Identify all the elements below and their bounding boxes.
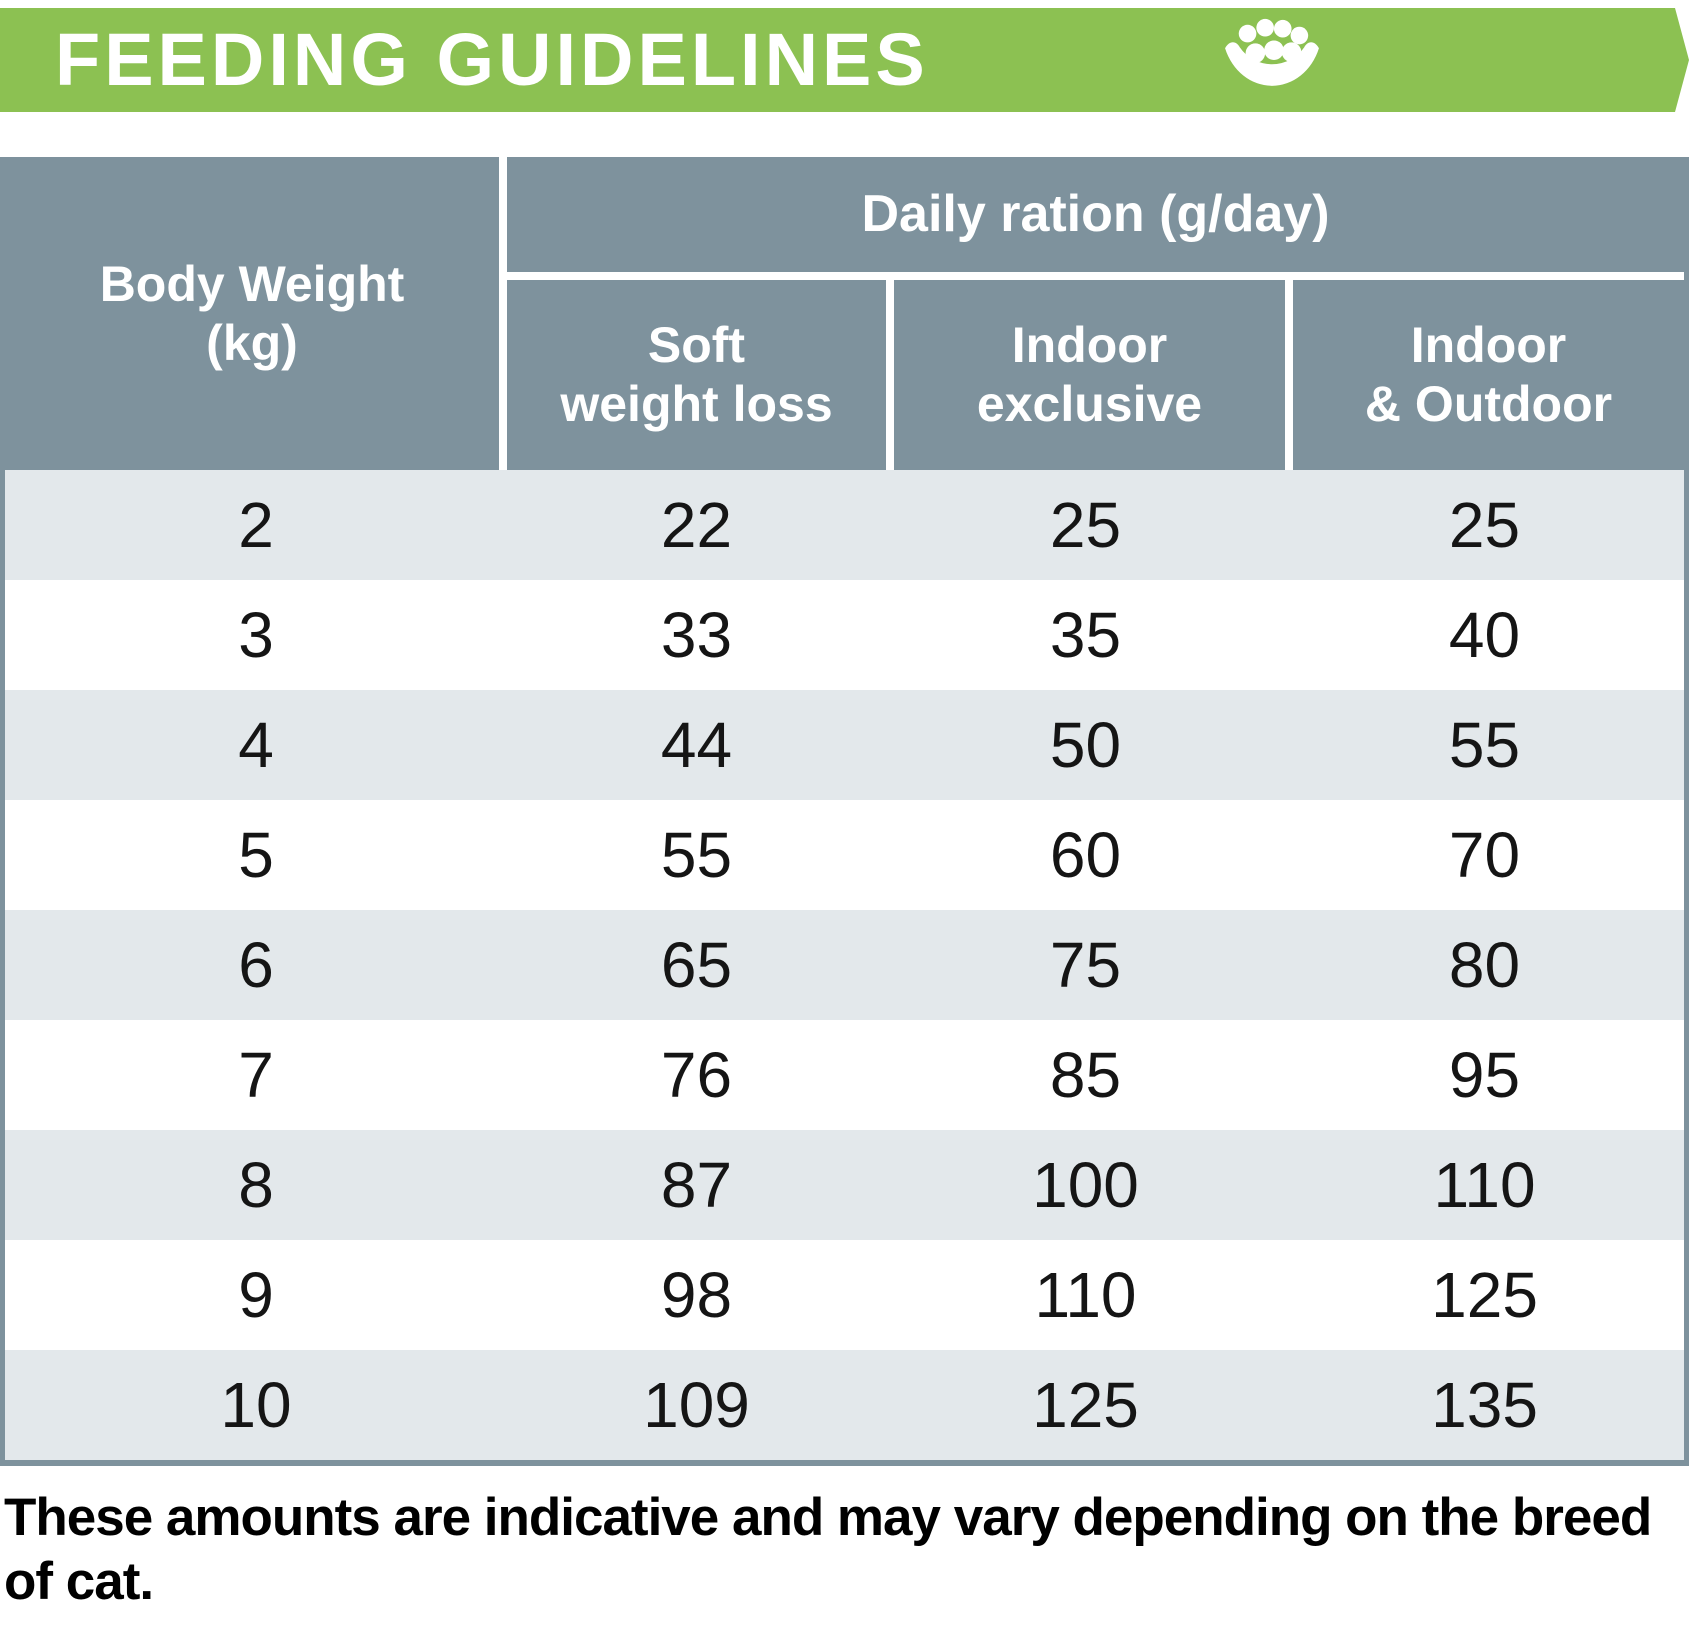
- table-cell: 40: [1285, 580, 1685, 690]
- col-header-line: Indoor: [1410, 317, 1567, 373]
- table-cell: 60: [886, 800, 1285, 910]
- table-cell: 109: [507, 1350, 886, 1460]
- table-cell: 87: [507, 1130, 886, 1240]
- table-cell: 25: [1285, 470, 1685, 580]
- feeding-table: Body Weight (kg) Daily ration (g/day) So…: [0, 157, 1690, 1466]
- table-cell: 80: [1285, 910, 1685, 1020]
- table-cell: 35: [886, 580, 1285, 690]
- table-row: 2 22 25 25: [5, 470, 1685, 580]
- table-row: 6 65 75 80: [5, 910, 1685, 1020]
- table-cell: 110: [1285, 1130, 1685, 1240]
- table-cell: 55: [1285, 690, 1685, 800]
- col-header-line: Soft: [647, 317, 746, 373]
- table-cell: 33: [507, 580, 886, 690]
- table-cell: 50: [886, 690, 1285, 800]
- col-header-line: Body Weight: [99, 255, 405, 312]
- table-cell: 22: [507, 470, 886, 580]
- col-header-line: Indoor: [1011, 317, 1168, 373]
- table-row: 3 33 35 40: [5, 580, 1685, 690]
- table-cell: 100: [886, 1130, 1285, 1240]
- table-cell: 5: [5, 800, 507, 910]
- feeding-table-head: Body Weight (kg) Daily ration (g/day) So…: [5, 157, 1685, 470]
- table-cell: 3: [5, 580, 507, 690]
- table-row: 4 44 50 55: [5, 690, 1685, 800]
- feeding-table-body: 2 22 25 25 3 33 35 40 4 44 50 55 5 55 60 70 6 65 75 80 7 76 85…: [5, 470, 1685, 1460]
- col-header-soft-weight-loss: Soft weight loss: [507, 280, 886, 470]
- table-cell: 65: [507, 910, 886, 1020]
- col-header-line: exclusive: [976, 376, 1203, 432]
- table-cell: 125: [1285, 1240, 1685, 1350]
- col-header-line: & Outdoor: [1364, 376, 1613, 432]
- table-cell: 8: [5, 1130, 507, 1240]
- table-cell: 85: [886, 1020, 1285, 1130]
- table-row: 5 55 60 70: [5, 800, 1685, 910]
- header-row-sub: Soft weight loss Indoor exclusive Indoor…: [5, 280, 1685, 470]
- table-cell: 44: [507, 690, 886, 800]
- col-header-indoor-outdoor: Indoor & Outdoor: [1285, 280, 1685, 470]
- col-header-body-weight: Body Weight (kg): [5, 157, 507, 470]
- table-cell: 10: [5, 1350, 507, 1460]
- page-title: FEEDING GUIDELINES: [55, 18, 929, 101]
- table-row: 10 109 125 135: [5, 1350, 1685, 1460]
- footnote: These amounts are indicative and may var…: [4, 1488, 1652, 1611]
- table-cell: 6: [5, 910, 507, 1020]
- table-cell: 95: [1285, 1020, 1685, 1130]
- table-cell: 75: [886, 910, 1285, 1020]
- col-header-indoor-exclusive: Indoor exclusive: [886, 280, 1285, 470]
- table-row: 8 87 100 110: [5, 1130, 1685, 1240]
- table-cell: 76: [507, 1020, 886, 1130]
- feeding-guidelines-banner: FEEDING GUIDELINES: [0, 8, 1689, 112]
- col-header-line: (kg): [206, 314, 298, 371]
- table-cell: 7: [5, 1020, 507, 1130]
- kibble-bowl-icon: [1212, 16, 1332, 104]
- table-cell: 135: [1285, 1350, 1685, 1460]
- table-cell: 70: [1285, 800, 1685, 910]
- table-cell: 25: [886, 470, 1285, 580]
- col-group-header-daily-ration: Daily ration (g/day): [507, 157, 1685, 280]
- table-row: 7 76 85 95: [5, 1020, 1685, 1130]
- table-cell: 55: [507, 800, 886, 910]
- table-cell: 125: [886, 1350, 1285, 1460]
- table-cell: 110: [886, 1240, 1285, 1350]
- col-header-line: weight loss: [560, 376, 833, 432]
- table-cell: 2: [5, 470, 507, 580]
- table-cell: 9: [5, 1240, 507, 1350]
- table-cell: 98: [507, 1240, 886, 1350]
- header-row-group: Body Weight (kg) Daily ration (g/day): [5, 157, 1685, 470]
- table-row: 9 98 110 125: [5, 1240, 1685, 1350]
- table-cell: 4: [5, 690, 507, 800]
